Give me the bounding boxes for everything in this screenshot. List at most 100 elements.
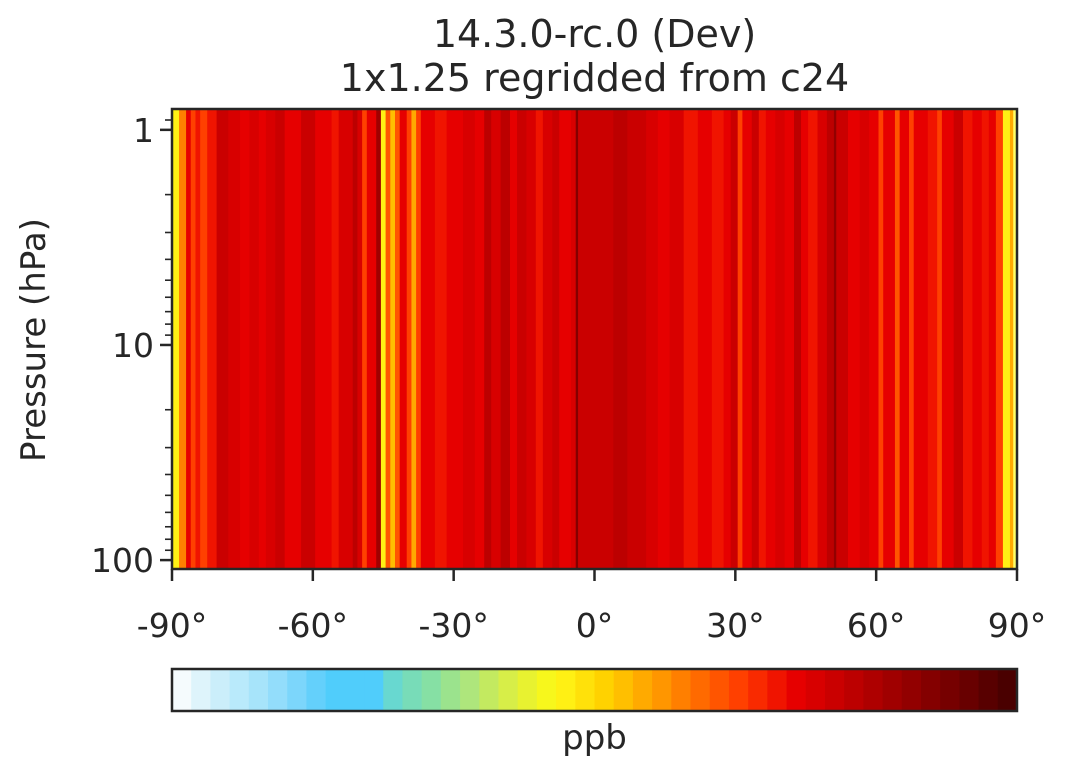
heatmap-column [265, 109, 276, 569]
heatmap-column [836, 109, 849, 569]
heatmap-column [526, 109, 537, 569]
heatmap-column [742, 109, 753, 569]
colorbar-cell [325, 669, 346, 711]
heatmap-column [517, 109, 528, 569]
heatmap-column [571, 109, 577, 569]
heatmap-column [366, 109, 377, 569]
y-minor-ticks [165, 119, 172, 552]
heatmap-column [883, 109, 896, 569]
heatmap-column [988, 109, 997, 569]
heatmap-column [559, 109, 572, 569]
colorbar-cell [863, 669, 884, 711]
heatmap-column [338, 109, 354, 569]
colorbar-cell [479, 669, 500, 711]
heatmap-column [995, 109, 1004, 569]
y-ticks: 1 10 100 [91, 111, 172, 580]
colorbar-cell [229, 669, 250, 711]
colorbar-cell [556, 669, 576, 711]
heatmap-column [1009, 109, 1014, 569]
x-ticks: -90° -60° -30° 0° 30° 60° 90° [137, 569, 1046, 645]
colorbar-cell [440, 669, 461, 711]
colorbar-cell [287, 669, 308, 711]
heatmap-column [406, 109, 413, 569]
colorbar-cell [402, 669, 423, 711]
colorbar-cell [997, 669, 1018, 711]
heatmap-column [730, 109, 739, 569]
heatmap-column [249, 109, 260, 569]
heatmap-column [411, 109, 417, 569]
heatmap-column [909, 109, 915, 569]
colorbar-cell [498, 669, 519, 711]
heatmap-column [352, 109, 359, 569]
colorbar-cell [940, 669, 960, 711]
heatmap-column [937, 109, 943, 569]
colorbar-cell [575, 669, 596, 711]
heatmap-column [683, 109, 699, 569]
colorbar-cell [172, 669, 192, 711]
heatmap-column [216, 109, 229, 569]
heatmap-column [765, 109, 776, 569]
heatmap-column [510, 109, 518, 569]
heatmap-column [463, 109, 476, 569]
heatmap-column [390, 109, 396, 569]
heatmap-column [500, 109, 511, 569]
heatmap-column [878, 109, 884, 569]
heatmap-column [275, 109, 286, 569]
x-tick-label: 90° [988, 606, 1047, 645]
heatmap-column [963, 109, 973, 569]
x-tick-label: 0° [576, 606, 614, 645]
x-tick-label: 30° [706, 606, 765, 645]
heatmap-column [646, 109, 659, 569]
y-tick-label: 1 [133, 111, 154, 150]
heatmap-column [552, 109, 560, 569]
heatmap-column [357, 109, 363, 569]
heatmap-column [380, 109, 387, 569]
colorbar-cell [421, 669, 442, 711]
colorbar-cell [191, 669, 211, 711]
colorbar-cell [920, 669, 941, 711]
colorbar-cell [364, 669, 384, 711]
heatmap-column [594, 109, 614, 569]
heatmap-column [195, 109, 201, 569]
heatmap-column [657, 109, 671, 569]
colorbar-cell [268, 669, 288, 711]
heatmap-column [711, 109, 725, 569]
colorbar-cell [748, 669, 768, 711]
heatmap-column [913, 109, 929, 569]
heatmap-column [737, 109, 743, 569]
heatmap-column [228, 109, 241, 569]
x-tick-label: -90° [137, 606, 207, 645]
heatmap-column [284, 109, 302, 569]
heatmap-column [894, 109, 901, 569]
heatmap-columns [172, 109, 1018, 569]
heatmap-column [669, 109, 685, 569]
colorbar-cell [517, 669, 538, 711]
heatmap-column [200, 109, 208, 569]
colorbar-cell [728, 669, 749, 711]
colorbar-cell [882, 669, 903, 711]
heatmap-column [775, 109, 786, 569]
colorbar-label: ppb [562, 718, 627, 758]
heatmap-column [416, 109, 422, 569]
heatmap-column [848, 109, 861, 569]
chart-title: 14.3.0-rc.0 (Dev) [432, 12, 757, 56]
heatmap-column [808, 109, 819, 569]
colorbar-cell [690, 669, 711, 711]
x-tick-label: -30° [418, 606, 488, 645]
colorbar-cell [901, 669, 922, 711]
colorbar-cell [959, 669, 980, 711]
heatmap-column [627, 109, 647, 569]
colorbar-cell [709, 669, 730, 711]
colorbar-cell [767, 669, 788, 711]
heatmap-column [953, 109, 964, 569]
y-tick-label: 10 [112, 326, 154, 365]
heatmap-column [394, 109, 401, 569]
heatmap-column [542, 109, 553, 569]
heatmap-column [172, 109, 180, 569]
heatmap-column [575, 109, 579, 569]
heatmap-column [859, 109, 870, 569]
heatmap-column [758, 109, 767, 569]
heatmap-column [899, 109, 910, 569]
heatmap-column [301, 109, 316, 569]
x-tick-label: 60° [847, 606, 906, 645]
